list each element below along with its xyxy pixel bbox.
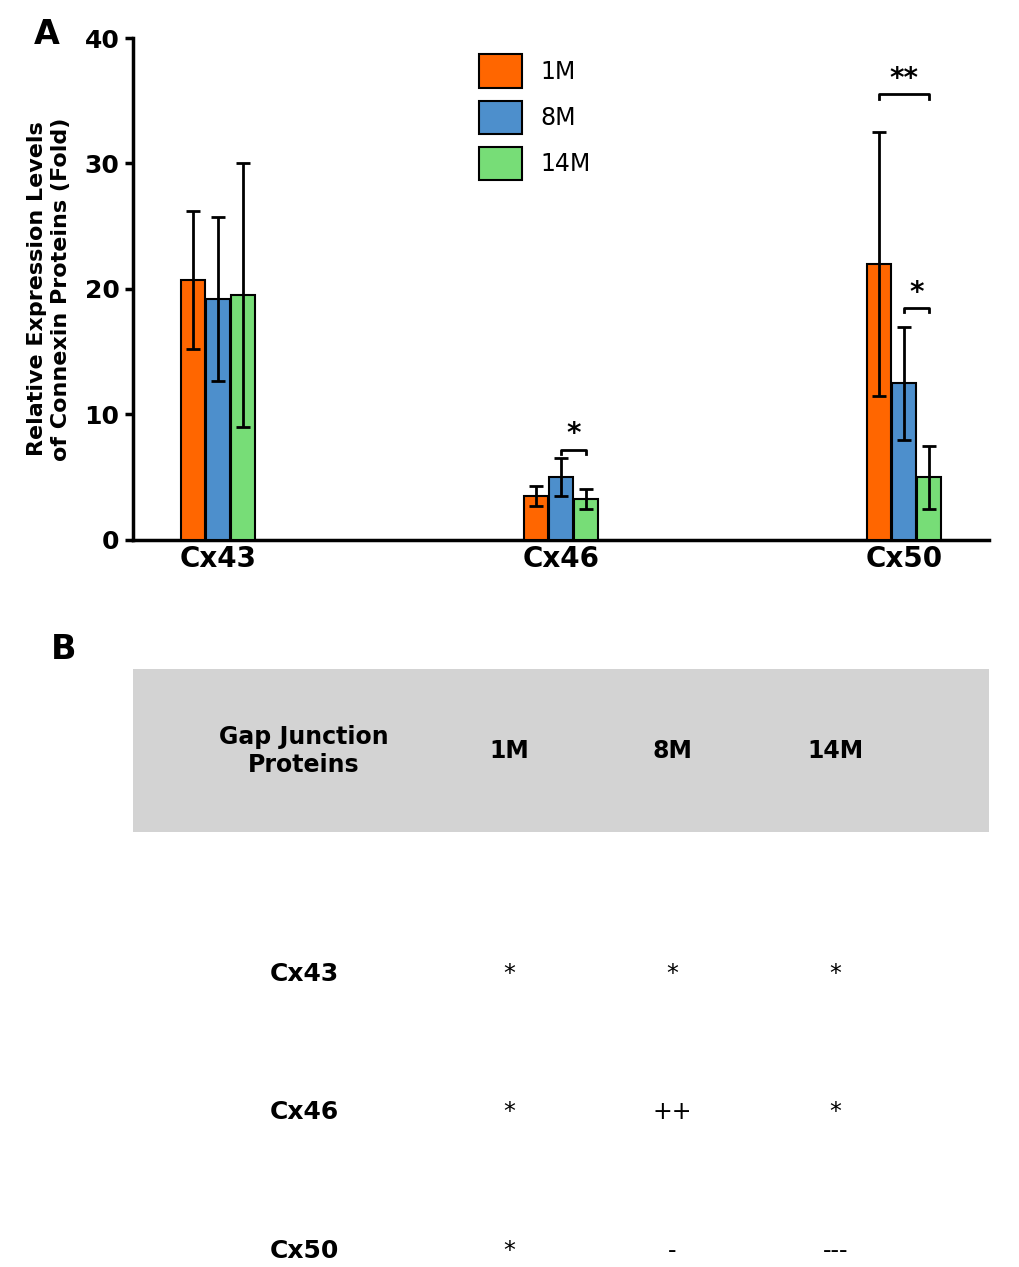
Bar <box>548 478 573 540</box>
Bar <box>206 299 230 540</box>
Text: ---: --- <box>821 1239 847 1263</box>
Text: *: * <box>665 962 678 986</box>
Text: **: ** <box>889 65 917 94</box>
Bar <box>916 478 940 540</box>
Y-axis label: Relative Expression Levels
of Connexin Proteins (Fold): Relative Expression Levels of Connexin P… <box>28 118 70 461</box>
Text: 14M: 14M <box>806 739 862 763</box>
Text: 1M: 1M <box>489 739 529 763</box>
Text: *: * <box>908 279 922 307</box>
Text: A: A <box>34 18 60 51</box>
Bar <box>231 295 255 540</box>
Text: *: * <box>503 1100 515 1124</box>
Legend: 1M, 8M, 14M: 1M, 8M, 14M <box>470 44 600 190</box>
Text: *: * <box>828 962 841 986</box>
Text: -: - <box>667 1239 676 1263</box>
Text: *: * <box>503 962 515 986</box>
Text: *: * <box>828 1100 841 1124</box>
Text: B: B <box>51 634 76 666</box>
Bar <box>574 498 597 540</box>
Bar <box>891 383 915 540</box>
Bar <box>866 264 890 540</box>
Bar <box>132 669 988 832</box>
Bar <box>524 495 547 540</box>
Text: Cx50: Cx50 <box>269 1239 338 1263</box>
Text: Gap Junction
Proteins: Gap Junction Proteins <box>219 725 388 777</box>
Text: 8M: 8M <box>652 739 692 763</box>
Text: *: * <box>566 421 580 449</box>
Text: ++: ++ <box>652 1100 692 1124</box>
Text: Cx46: Cx46 <box>269 1100 338 1124</box>
Bar <box>181 280 205 540</box>
Text: *: * <box>503 1239 515 1263</box>
Text: Cx43: Cx43 <box>269 962 338 986</box>
